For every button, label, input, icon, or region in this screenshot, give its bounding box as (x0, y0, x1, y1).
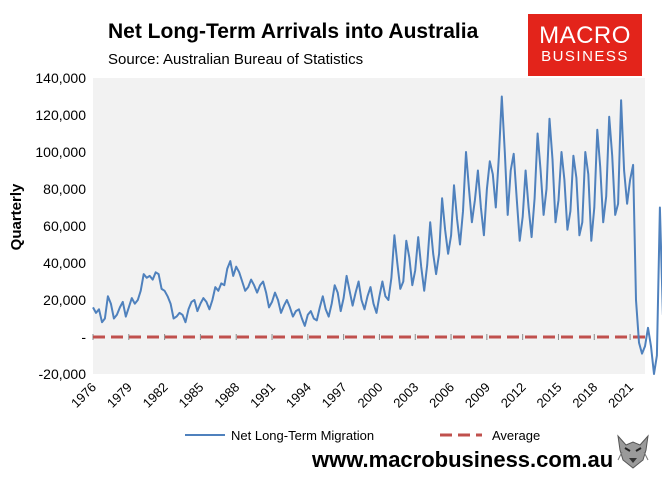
y-axis-label: Quarterly (8, 183, 25, 250)
y-tick-label: 100,000 (35, 144, 86, 160)
chart-subtitle: Source: Australian Bureau of Statistics (108, 51, 364, 68)
y-tick-label: -20,000 (39, 366, 87, 382)
legend-label-net-migration: Net Long-Term Migration (231, 428, 374, 443)
plot-area (93, 78, 645, 374)
y-tick-label: 40,000 (43, 255, 86, 271)
x-tick-label: 1994 (283, 380, 314, 411)
x-tick-label: 1982 (140, 380, 171, 411)
x-tick-label: 1997 (319, 380, 350, 411)
wolf-icon (612, 430, 654, 472)
x-tick-label: 2012 (498, 380, 529, 411)
legend: Net Long-Term Migration Average (185, 428, 540, 443)
x-tick-label: 1985 (175, 380, 206, 411)
y-tick-label: 120,000 (35, 107, 86, 123)
x-tick-label: 2006 (426, 380, 457, 411)
x-tick-label: 2003 (390, 380, 421, 411)
x-tick-label: 2018 (569, 380, 600, 411)
logo-line-2: BUSINESS (541, 48, 629, 65)
net-migration-series-line (92, 95, 662, 375)
x-tick-label: 2009 (462, 380, 493, 411)
chart-title: Net Long-Term Arrivals into Australia (108, 20, 479, 43)
x-tick-label: 1988 (211, 380, 242, 411)
legend-label-average: Average (492, 428, 540, 443)
x-tick-label: 2015 (534, 380, 565, 411)
footer-url: www.macrobusiness.com.au (312, 447, 614, 472)
line-chart: -20,000-20,00040,00060,00080,000100,0001… (8, 70, 662, 443)
macrobusiness-logo: MACRO BUSINESS (528, 14, 642, 76)
x-tick-label: 2021 (605, 380, 636, 411)
y-tick-label: - (81, 329, 86, 345)
x-tick-label: 1976 (68, 380, 99, 411)
x-tick-label: 2000 (355, 380, 386, 411)
y-tick-label: 80,000 (43, 181, 86, 197)
x-tick-label: 1991 (247, 380, 278, 411)
x-tick-label: 1979 (104, 380, 135, 411)
y-tick-label: 140,000 (35, 70, 86, 86)
logo-line-1: MACRO (539, 22, 631, 49)
y-tick-label: 20,000 (43, 292, 86, 308)
y-tick-label: 60,000 (43, 218, 86, 234)
